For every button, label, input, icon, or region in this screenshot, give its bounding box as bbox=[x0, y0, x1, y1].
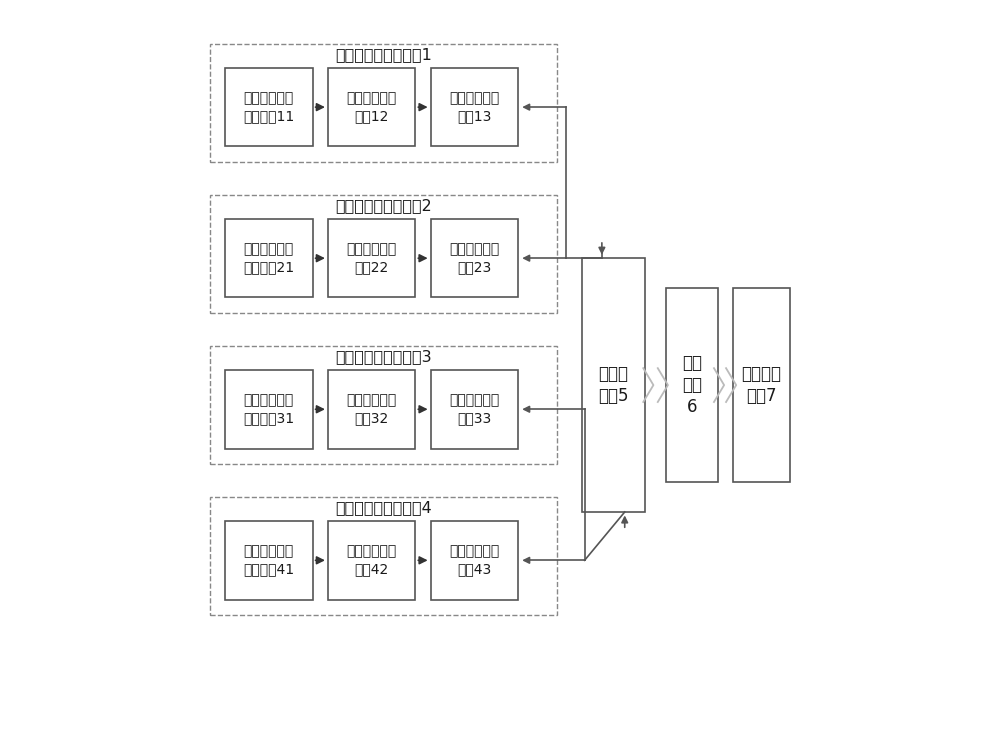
FancyBboxPatch shape bbox=[328, 68, 415, 146]
FancyBboxPatch shape bbox=[431, 521, 518, 600]
FancyBboxPatch shape bbox=[225, 219, 313, 298]
FancyBboxPatch shape bbox=[431, 219, 518, 298]
Text: 光端交
换机5: 光端交 换机5 bbox=[598, 365, 629, 405]
Text: 变电设备监控子系统2: 变电设备监控子系统2 bbox=[335, 198, 432, 213]
FancyBboxPatch shape bbox=[210, 346, 557, 463]
FancyBboxPatch shape bbox=[328, 219, 415, 298]
Text: 变电设备信息
采集模块21: 变电设备信息 采集模块21 bbox=[243, 242, 294, 274]
Text: 输电设备信息
采集模块31: 输电设备信息 采集模块31 bbox=[243, 394, 294, 425]
Text: 第三无线通信
模块33: 第三无线通信 模块33 bbox=[449, 394, 499, 425]
Text: 输电设备监控子系统3: 输电设备监控子系统3 bbox=[335, 349, 432, 364]
FancyBboxPatch shape bbox=[582, 258, 645, 512]
FancyBboxPatch shape bbox=[225, 521, 313, 600]
FancyBboxPatch shape bbox=[210, 497, 557, 615]
Text: 发电设备信息
采集模块11: 发电设备信息 采集模块11 bbox=[243, 92, 295, 123]
Text: 第四无线通信
模块43: 第四无线通信 模块43 bbox=[449, 545, 499, 576]
FancyBboxPatch shape bbox=[328, 370, 415, 448]
Text: 第四数据处理
模块42: 第四数据处理 模块42 bbox=[346, 545, 397, 576]
Text: 远程监控
中心7: 远程监控 中心7 bbox=[741, 365, 781, 405]
FancyBboxPatch shape bbox=[225, 370, 313, 448]
FancyBboxPatch shape bbox=[666, 289, 718, 482]
FancyBboxPatch shape bbox=[733, 289, 790, 482]
Text: 光端
环网
6: 光端 环网 6 bbox=[682, 354, 702, 416]
Text: 发电设备监控子系统1: 发电设备监控子系统1 bbox=[335, 47, 432, 62]
FancyBboxPatch shape bbox=[210, 44, 557, 162]
Text: 第二无线通信
模块23: 第二无线通信 模块23 bbox=[449, 242, 499, 274]
Text: 用电设备监控子系统4: 用电设备监控子系统4 bbox=[335, 501, 432, 515]
Text: 第二数据处理
模块22: 第二数据处理 模块22 bbox=[346, 242, 397, 274]
Text: 用电设备信息
采集模块41: 用电设备信息 采集模块41 bbox=[243, 545, 294, 576]
Text: 第一数据处理
模块12: 第一数据处理 模块12 bbox=[346, 92, 397, 123]
FancyBboxPatch shape bbox=[328, 521, 415, 600]
Text: 第三数据处理
模块32: 第三数据处理 模块32 bbox=[346, 394, 397, 425]
Text: 第一无线通信
模块13: 第一无线通信 模块13 bbox=[449, 92, 499, 123]
FancyBboxPatch shape bbox=[225, 68, 313, 146]
FancyBboxPatch shape bbox=[431, 370, 518, 448]
FancyBboxPatch shape bbox=[210, 195, 557, 313]
FancyBboxPatch shape bbox=[431, 68, 518, 146]
